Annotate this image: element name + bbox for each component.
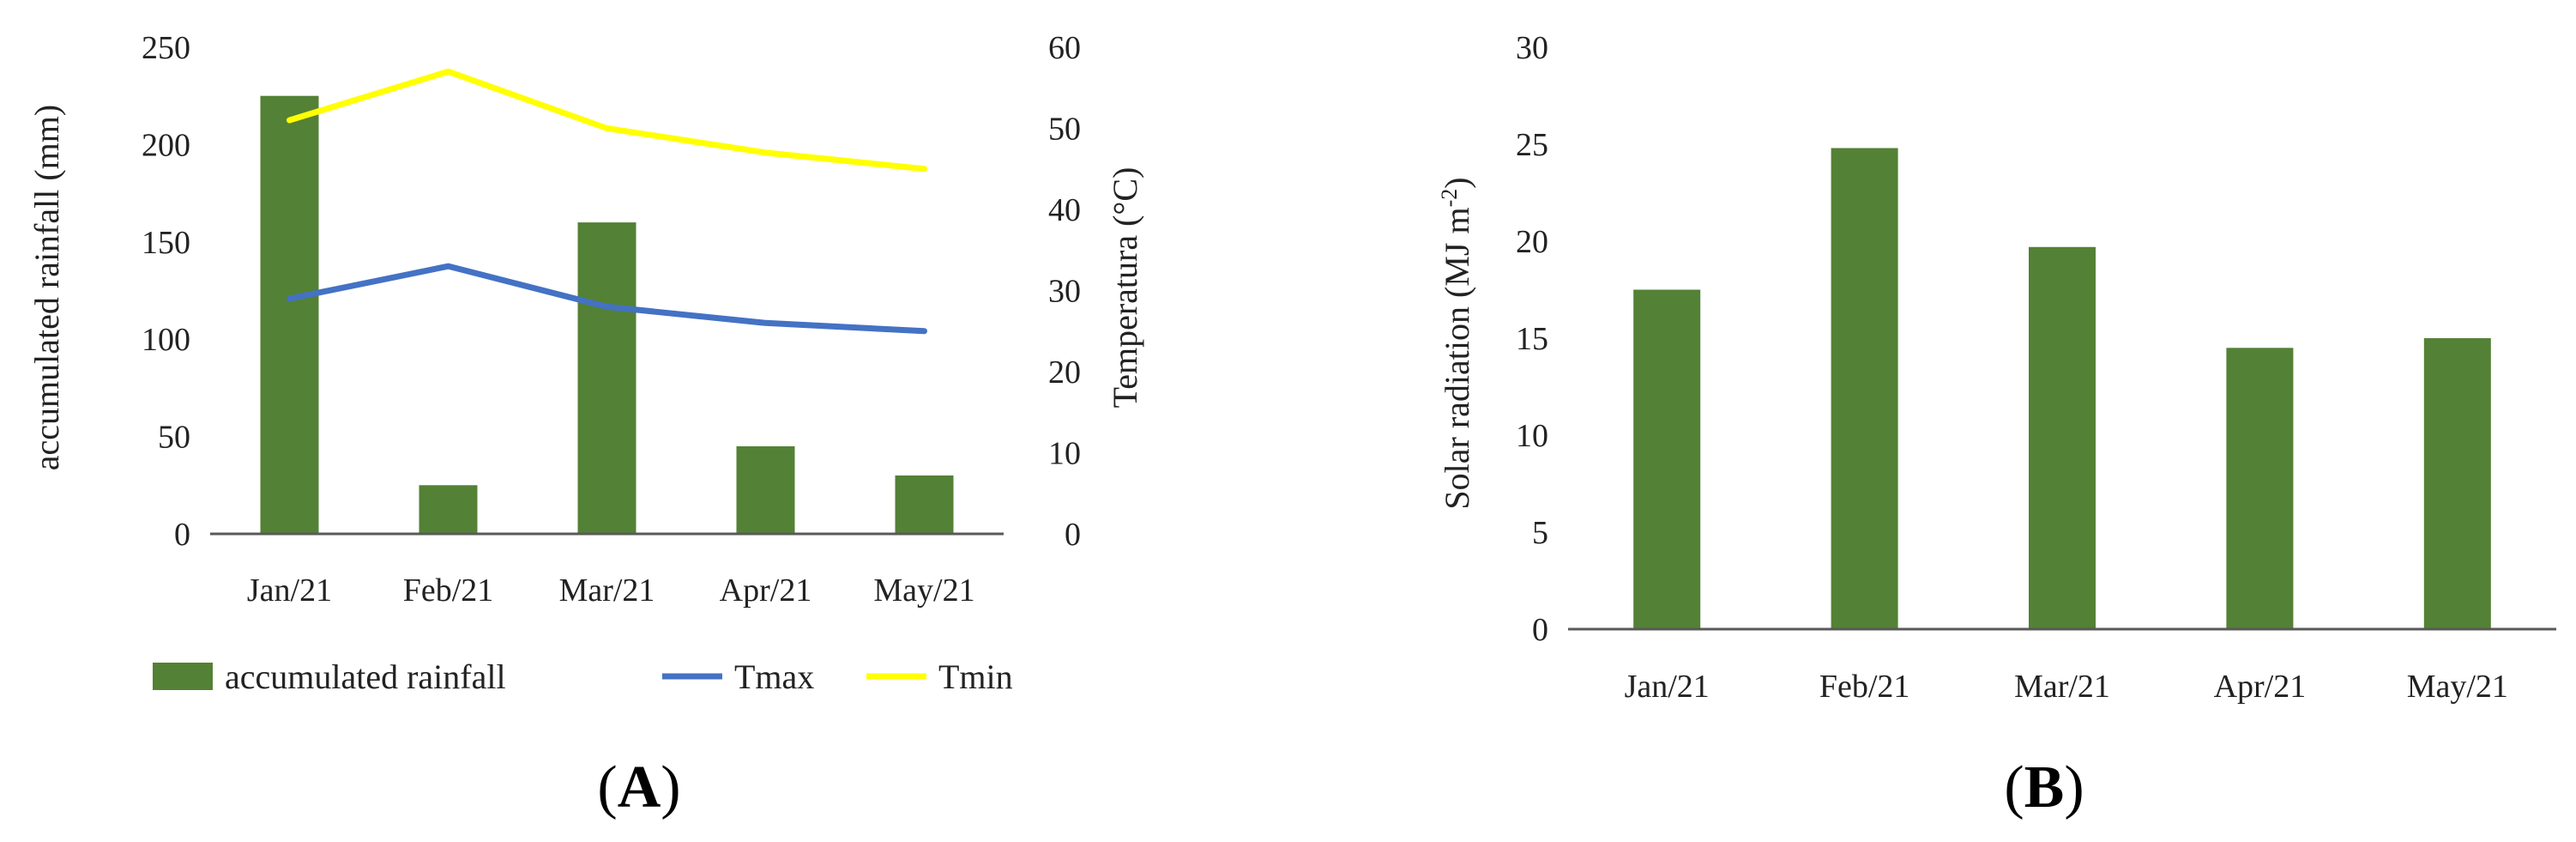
y-axis-ticks: 0 5 10 15 20 25 30: [1516, 30, 1548, 648]
panel-label-a: (A): [597, 754, 680, 821]
chart-b: 0 5 10 15 20 25 30 Jan/21 Feb/21 Mar/21 Apr/21 May…: [1437, 30, 2556, 821]
y-tick-label: 20: [1516, 224, 1548, 260]
y-tick-label: 15: [1516, 321, 1548, 357]
legend: accumulated rainfall Tmax Tmin: [153, 657, 1013, 696]
bar-feb-21: [1831, 148, 1898, 629]
y2-tick-label: 60: [1048, 30, 1081, 66]
y2-axis-title: Temperatura (°C): [1106, 167, 1144, 409]
legend-label-rainfall: accumulated rainfall: [225, 657, 506, 696]
bar-may-21: [2423, 338, 2491, 629]
y-tick-label: 0: [1532, 612, 1548, 648]
x-axis-ticks: Jan/21 Feb/21 Mar/21 Apr/21 May/21: [247, 572, 975, 609]
y-axis-title: accumulated rainfall (mm): [27, 105, 66, 470]
y-tick-label: 10: [1516, 418, 1548, 454]
y2-tick-label: 30: [1048, 274, 1081, 310]
y2-axis-ticks: 0 10 20 30 40 50 60: [1048, 30, 1081, 553]
bar-jan-21: [1633, 289, 1701, 629]
y-tick-label: 0: [174, 517, 190, 553]
y-tick-label: 30: [1516, 30, 1548, 66]
y2-tick-label: 0: [1065, 517, 1081, 553]
tmin-line: [287, 68, 927, 173]
y2-tick-label: 20: [1048, 354, 1081, 391]
y-tick-label: 25: [1516, 127, 1548, 163]
bar-feb-21: [419, 485, 478, 534]
rainfall-bars: [260, 95, 954, 534]
x-tick-label: Apr/21: [2214, 669, 2307, 705]
bar-apr-21: [2226, 348, 2294, 629]
solar-radiation-bars: [1633, 148, 2491, 629]
bar-apr-21: [736, 445, 795, 534]
x-tick-label: Feb/21: [1819, 669, 1910, 705]
y-axis-title: Solar radiation (MJ m-2): [1437, 177, 1477, 509]
y-tick-label: 200: [142, 127, 190, 163]
y-tick-label: 250: [142, 30, 190, 66]
tmax-line: [287, 263, 927, 335]
y-tick-label: 5: [1532, 515, 1548, 551]
x-tick-label: May/21: [873, 572, 974, 609]
y-axis-ticks: 0 50 100 150 200 250: [142, 30, 190, 553]
y2-tick-label: 40: [1048, 192, 1081, 228]
y2-tick-label: 50: [1048, 112, 1081, 148]
y-tick-label: 100: [142, 322, 190, 358]
legend-label-tmax: Tmax: [734, 657, 814, 696]
panel-label-b: (B): [2004, 754, 2084, 821]
x-tick-label: Jan/21: [247, 572, 332, 609]
x-tick-label: Mar/21: [2014, 669, 2110, 705]
x-tick-label: Mar/21: [559, 572, 655, 609]
x-tick-label: Apr/21: [720, 572, 812, 609]
chart-a: 0 50 100 150 200 250 0 10 20 30 40 50 60 Jan/21 Feb/…: [27, 30, 1144, 821]
bar-jan-21: [260, 95, 319, 534]
bar-mar-21: [577, 222, 636, 534]
bar-may-21: [895, 475, 954, 534]
x-axis-ticks: Jan/21 Feb/21 Mar/21 Apr/21 May/21: [1625, 669, 2508, 705]
legend-swatch-rainfall: [153, 663, 213, 690]
y2-tick-label: 10: [1048, 436, 1081, 472]
x-tick-label: May/21: [2407, 669, 2508, 705]
y-tick-label: 150: [142, 225, 190, 261]
bar-mar-21: [2029, 246, 2096, 629]
y-tick-label: 50: [158, 420, 190, 456]
x-tick-label: Feb/21: [403, 572, 494, 609]
legend-label-tmin: Tmin: [938, 657, 1013, 696]
x-tick-label: Jan/21: [1625, 669, 1710, 705]
